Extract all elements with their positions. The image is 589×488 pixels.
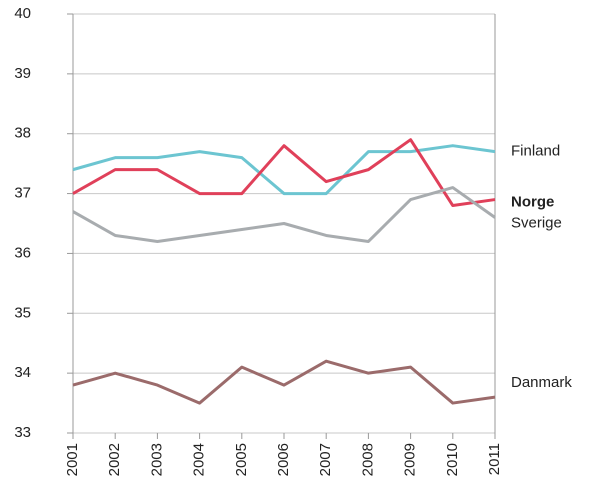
series-label: Finland bbox=[511, 143, 560, 160]
y-tick-label: 38 bbox=[14, 125, 31, 142]
x-tick-label: 2001 bbox=[64, 443, 81, 476]
y-tick-label: 34 bbox=[14, 364, 31, 381]
y-tick-label: 37 bbox=[14, 185, 31, 202]
x-tick-label: 2007 bbox=[317, 443, 334, 476]
x-tick-label: 2003 bbox=[148, 443, 165, 476]
x-tick-label: 2006 bbox=[275, 443, 292, 476]
x-tick-label: 2010 bbox=[444, 443, 461, 476]
series-line bbox=[72, 186, 496, 243]
series-label: Sverige bbox=[511, 214, 562, 231]
series-label: Norge bbox=[511, 194, 554, 211]
series-line bbox=[72, 138, 496, 208]
y-tick-label: 40 bbox=[14, 5, 31, 22]
y-tick-label: 36 bbox=[14, 244, 31, 261]
x-tick-label: 2009 bbox=[402, 443, 419, 476]
y-tick-label: 39 bbox=[14, 65, 31, 82]
y-tick-label: 33 bbox=[14, 424, 31, 441]
y-tick-label: 35 bbox=[14, 304, 31, 321]
x-tick-label: 2011 bbox=[486, 443, 503, 475]
x-tick-label: 2005 bbox=[233, 443, 250, 476]
x-tick-label: 2002 bbox=[106, 443, 123, 476]
x-tick-label: 2004 bbox=[191, 443, 208, 476]
series-line bbox=[72, 144, 496, 196]
series-label: Danmark bbox=[511, 374, 572, 391]
series-line bbox=[72, 359, 496, 405]
x-tick-label: 2008 bbox=[359, 443, 376, 476]
